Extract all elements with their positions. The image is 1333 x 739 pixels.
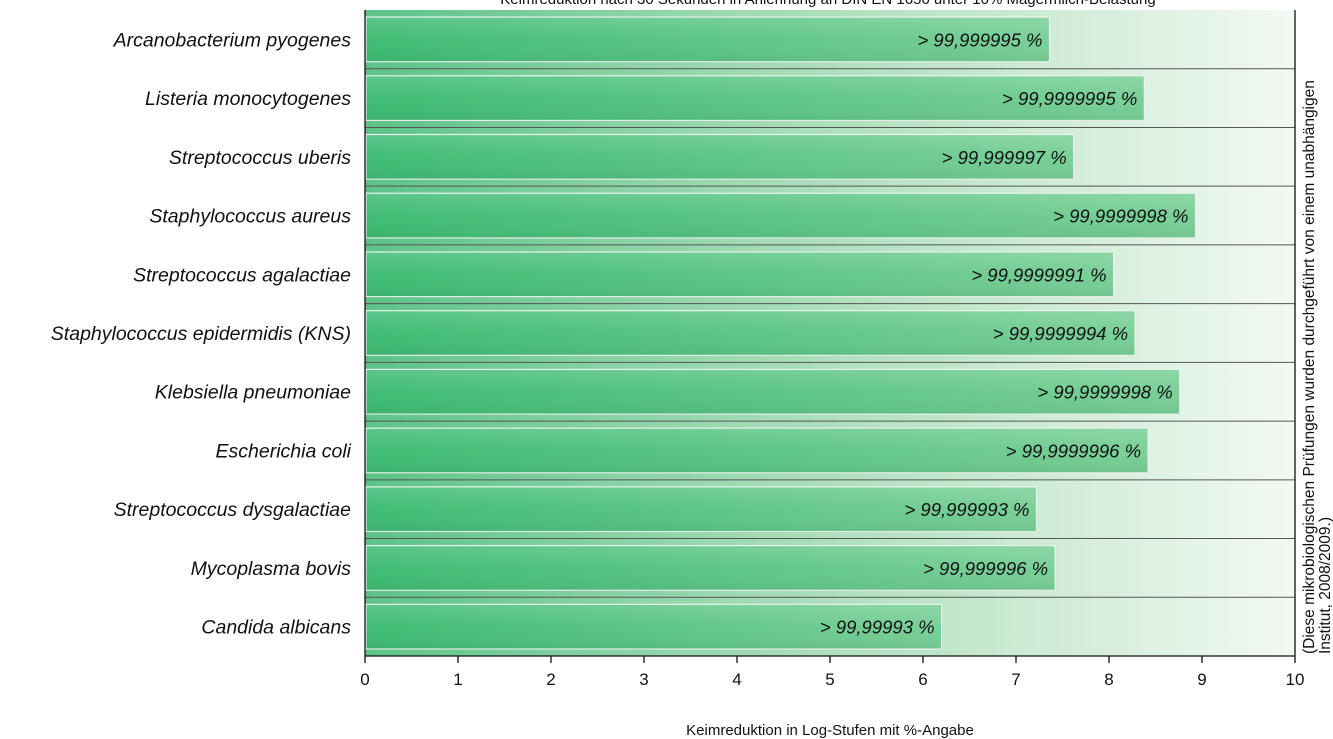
chart-title: Keimreduktion nach 30 Sekunden in Anlehn…	[500, 0, 1155, 8]
bar-sheen	[366, 193, 1196, 238]
x-tick-label: 9	[1197, 670, 1206, 689]
x-axis-label: Keimreduktion in Log-Stufen mit %-Angabe	[686, 722, 974, 739]
category-label: Listeria monocytogenes	[145, 88, 351, 110]
x-tick-label: 3	[639, 670, 648, 689]
x-tick-label: 0	[360, 670, 369, 689]
bar-sheen	[366, 310, 1136, 356]
bar-data-label: > 99,9999996 %	[1006, 440, 1141, 461]
category-label: Escherichia coli	[216, 440, 352, 462]
side-note-line-2: Institut, 2008/2009.)	[1317, 517, 1333, 654]
category-label: Streptococcus dysgalactiae	[114, 499, 352, 521]
x-tick-label: 2	[546, 670, 555, 689]
x-tick-label: 10	[1286, 670, 1305, 689]
bar-sheen	[366, 369, 1180, 415]
category-labels: Arcanobacterium pyogenes Listeria monocyt…	[51, 29, 352, 638]
category-label: Klebsiella pneumoniae	[155, 382, 351, 404]
bar-data-label: > 99,9999998 %	[1037, 382, 1172, 403]
bar-data-labels: > 99,999995 % > 99,9999995 % > 99,999997 %…	[820, 29, 1189, 637]
x-tick-label: 8	[1104, 670, 1113, 689]
bar-sheen	[366, 604, 942, 649]
bar-data-label: > 99,999993 %	[904, 499, 1029, 520]
bar-sheen	[366, 486, 1037, 532]
x-tick-label: 5	[825, 670, 834, 689]
x-tick-label: 1	[453, 670, 462, 689]
bar-data-label: > 99,999997 %	[942, 147, 1067, 168]
bar-data-label: > 99,9999995 %	[1002, 88, 1137, 109]
bar-data-label: > 99,99993 %	[820, 617, 935, 638]
bar-sheen	[366, 251, 1114, 297]
x-tick-label: 7	[1011, 670, 1020, 689]
bar-sheen	[366, 134, 1074, 180]
category-label: Staphylococcus epidermidis (KNS)	[51, 323, 351, 345]
bar-sheen	[366, 17, 1050, 62]
bars-group	[365, 16, 1197, 650]
x-tick-label: 6	[918, 670, 927, 689]
x-tick-label: 4	[732, 670, 741, 689]
category-label: Staphylococcus aureus	[149, 206, 351, 228]
side-note: (Diese mikrobiologischen Prüfungen wurde…	[1301, 80, 1333, 654]
bar-data-label: > 99,9999994 %	[993, 323, 1128, 344]
category-label: Mycoplasma bovis	[191, 558, 352, 580]
x-axis-ticks: 0 1 2 3 4 5 6 7 8 9 10	[360, 656, 1304, 689]
bar-data-label: > 99,999995 %	[917, 29, 1042, 50]
bar-data-label: > 99,999996 %	[923, 558, 1048, 579]
category-label: Streptococcus agalactiae	[133, 264, 351, 286]
side-note-line-1: (Diese mikrobiologischen Prüfungen wurde…	[1301, 80, 1318, 654]
row-separators	[365, 68, 1295, 598]
bar-sheen	[366, 75, 1145, 121]
category-label: Streptococcus uberis	[169, 147, 351, 169]
bar-sheen	[366, 428, 1149, 473]
bar-data-label: > 99,9999991 %	[971, 264, 1106, 285]
bar-sheen	[366, 545, 1056, 591]
bar-data-label: > 99,9999998 %	[1053, 206, 1188, 227]
category-label: Arcanobacterium pyogenes	[113, 29, 352, 51]
category-label: Candida albicans	[201, 617, 351, 639]
